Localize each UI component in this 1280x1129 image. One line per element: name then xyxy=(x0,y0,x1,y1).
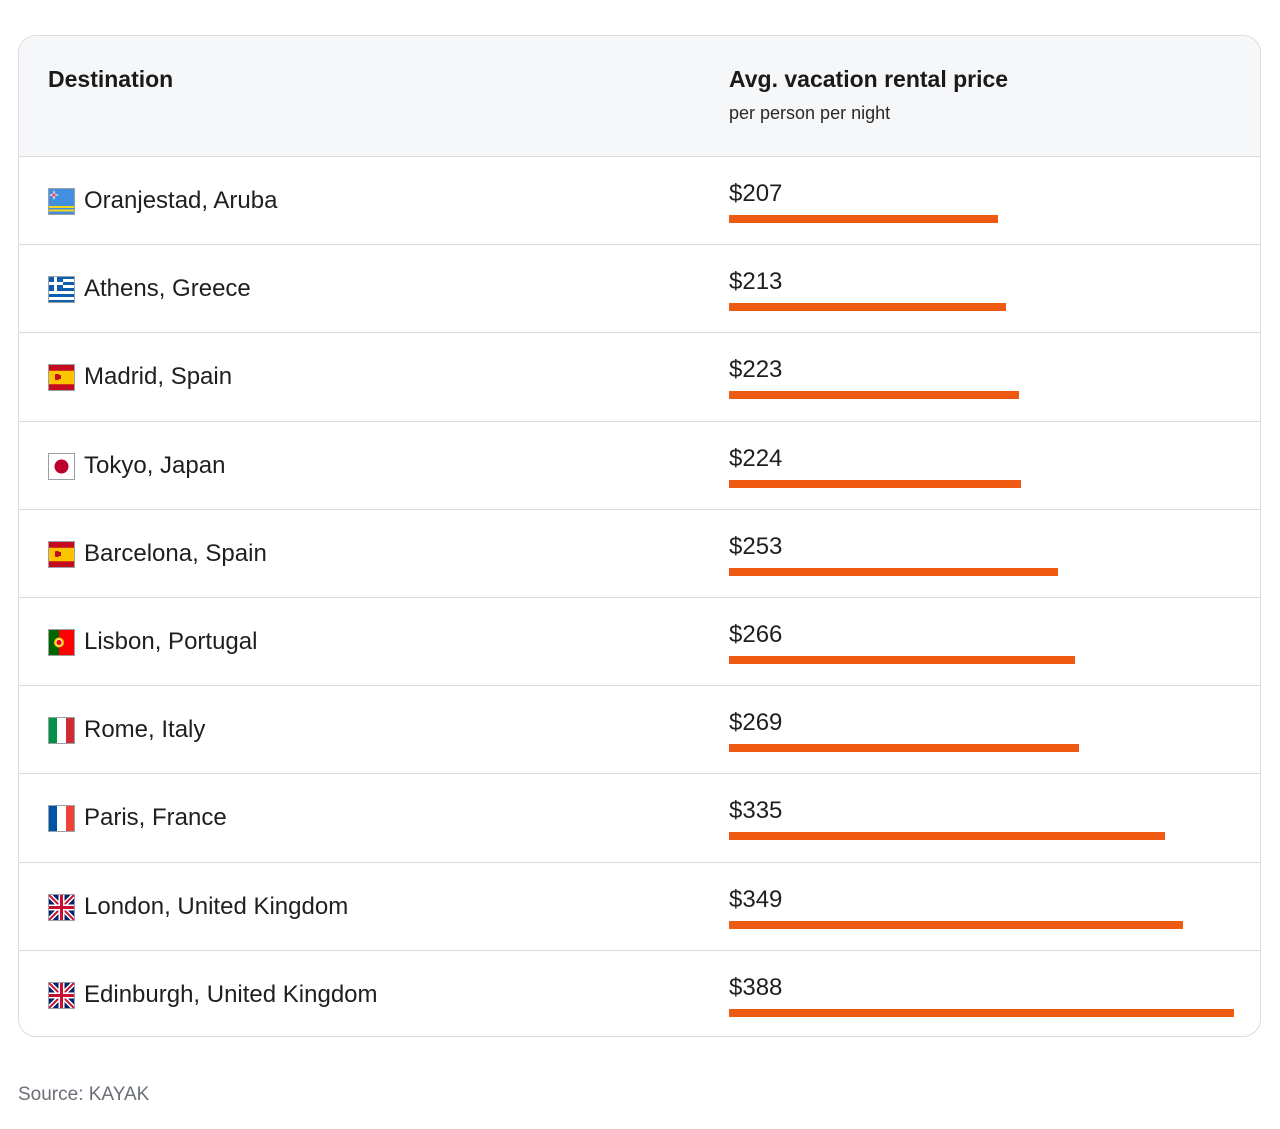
uk-flag-icon xyxy=(48,893,75,921)
table-row: London, United Kingdom $349 xyxy=(19,863,1260,951)
price-value-label: $207 xyxy=(729,180,783,207)
price-bar xyxy=(729,1008,1234,1017)
destination-label: Madrid, Spain xyxy=(84,363,233,391)
spain-flag-icon xyxy=(48,540,75,568)
price-column-subheader: per person per night xyxy=(729,103,891,123)
table-body: Oranjestad, Aruba $207 Athens, Greece $213 M… xyxy=(19,157,1260,1036)
price-bar xyxy=(729,391,1019,400)
portugal-flag-icon xyxy=(48,628,75,656)
table-row: Madrid, Spain $223 xyxy=(19,333,1260,422)
table-row: Lisbon, Portugal $266 xyxy=(19,598,1260,687)
destination-label: Paris, France xyxy=(84,804,227,832)
destination-label: Athens, Greece xyxy=(84,275,251,303)
price-value-label: $269 xyxy=(729,709,783,737)
destination-label: Barcelona, Spain xyxy=(84,539,267,567)
price-value-label: $213 xyxy=(729,268,783,296)
table-row: Barcelona, Spain $253 xyxy=(19,510,1260,598)
table-row: Rome, Italy $269 xyxy=(19,686,1260,775)
table-row: Athens, Greece $213 xyxy=(19,245,1260,334)
price-value-label: $335 xyxy=(729,797,783,825)
price-column-header: Avg. vacation rental price xyxy=(729,66,1009,92)
source-note: Source: KAYAK xyxy=(18,1084,150,1105)
price-bar xyxy=(729,567,1058,576)
price-bar xyxy=(729,920,1183,929)
destination-label: Rome, Italy xyxy=(84,716,206,744)
greece-flag-icon xyxy=(48,276,75,304)
table-row: Oranjestad, Aruba $207 xyxy=(19,157,1260,246)
france-flag-icon xyxy=(48,805,75,833)
price-bar xyxy=(729,303,1006,312)
destination-column-header: Destination xyxy=(48,66,174,92)
italy-flag-icon xyxy=(48,717,75,745)
aruba-flag-icon xyxy=(48,188,75,215)
table-header: Destination Avg. vacation rental price p… xyxy=(19,36,1260,157)
price-value-label: $388 xyxy=(729,973,783,1001)
price-bar xyxy=(729,832,1165,841)
destination-label: Lisbon, Portugal xyxy=(84,627,258,655)
price-value-label: $349 xyxy=(729,885,783,913)
destination-label: Oranjestad, Aruba xyxy=(84,187,278,214)
destination-label: Edinburgh, United Kingdom xyxy=(84,980,378,1008)
table-row: Paris, France $335 xyxy=(19,774,1260,863)
destination-label: Tokyo, Japan xyxy=(84,451,226,479)
price-bar xyxy=(729,479,1021,488)
table-row: Tokyo, Japan $224 xyxy=(19,422,1260,510)
price-value-label: $266 xyxy=(729,620,783,648)
table-row: Edinburgh, United Kingdom $388 xyxy=(19,951,1260,1036)
rental-price-table: Destination Avg. vacation rental price p… xyxy=(18,35,1261,1037)
price-value-label: $253 xyxy=(729,532,783,560)
price-value-label: $224 xyxy=(729,444,783,472)
destination-label: London, United Kingdom xyxy=(84,892,349,920)
uk-flag-icon xyxy=(48,981,75,1009)
price-bar xyxy=(729,215,998,223)
price-bar xyxy=(729,655,1075,664)
price-bar xyxy=(729,744,1079,753)
price-value-label: $223 xyxy=(729,356,783,384)
japan-flag-icon xyxy=(48,452,75,480)
spain-flag-icon xyxy=(48,364,75,392)
